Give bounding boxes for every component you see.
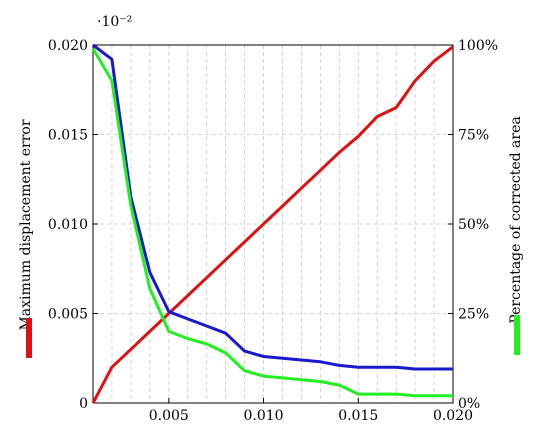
ticks: 0.005 0.010 0.015 0.020 0 0.005 0.010 0.015 0.02… bbox=[48, 38, 498, 424]
right-y-tick-label: 25% bbox=[458, 307, 489, 323]
series bbox=[91, 43, 454, 404]
displacement-error-line bbox=[91, 45, 454, 404]
right-y-tick-label: 75% bbox=[458, 128, 489, 144]
left-y-tick-label: 0.020 bbox=[48, 38, 88, 54]
right-y-tick-label: 50% bbox=[458, 217, 489, 233]
x-tick-label: 0.010 bbox=[243, 408, 283, 424]
plot-frame bbox=[92, 44, 454, 404]
x-scale-note: ·10⁻² bbox=[97, 14, 132, 30]
grid bbox=[93, 45, 453, 403]
left-axis-title-group: Maximum displacement error bbox=[18, 119, 34, 330]
right-y-tick-label: 0% bbox=[458, 396, 480, 412]
corrected-area-line bbox=[91, 47, 453, 398]
x-tick-label: 0.020 bbox=[433, 408, 473, 424]
blue-series-line bbox=[92, 43, 453, 371]
right-y-tick-label: 100% bbox=[458, 38, 498, 54]
left-y-tick-label: 0.010 bbox=[48, 217, 88, 233]
left-y-tick-label: 0.005 bbox=[48, 307, 88, 323]
left-axis-title: Maximum displacement error bbox=[18, 119, 34, 330]
right-axis-title: Percentage of corrected area bbox=[508, 116, 524, 323]
right-axis-legend-swatch bbox=[514, 315, 520, 355]
left-y-tick-label: 0.015 bbox=[48, 128, 88, 144]
x-tick-label: 0.005 bbox=[149, 408, 189, 424]
right-axis-title-group: Percentage of corrected area bbox=[508, 116, 524, 323]
left-axis-legend-swatch bbox=[26, 318, 32, 358]
x-tick-label: 0.015 bbox=[338, 408, 378, 424]
left-y-tick-label: 0 bbox=[79, 396, 88, 412]
